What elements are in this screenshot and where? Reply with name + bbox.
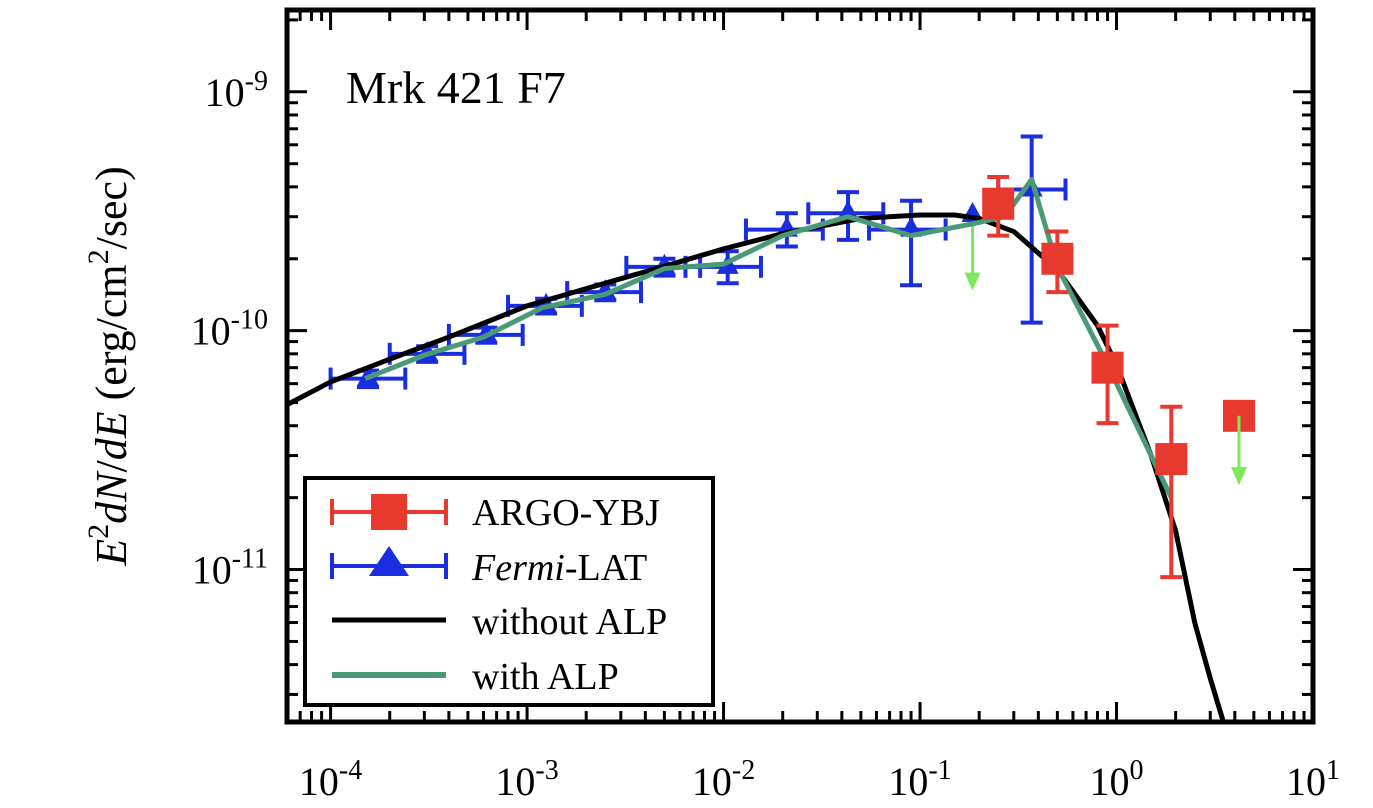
upper-limits bbox=[1222, 399, 1255, 486]
y-tick-label: 10-9 bbox=[205, 66, 268, 115]
model-curves bbox=[285, 176, 1226, 723]
argo-point bbox=[1041, 229, 1074, 295]
with-alp-curve bbox=[364, 176, 1174, 499]
y-tick-labels: 10-11 10-10 10-9 bbox=[191, 66, 268, 593]
argo-upper-limit bbox=[1222, 399, 1255, 486]
legend-label-without-alp: without ALP bbox=[472, 601, 667, 643]
plot-frame bbox=[284, 7, 1316, 725]
without-alp-curve bbox=[285, 212, 1226, 723]
upper-limit-arrowhead bbox=[1230, 467, 1247, 486]
x-tick-labels: 10-4 10-3 10-2 10-1 100 101 bbox=[299, 755, 1340, 804]
chart-annotation: Mrk 421 F7 bbox=[346, 62, 566, 113]
legend-argo-marker bbox=[330, 494, 448, 530]
x-tick-label: 10-1 bbox=[888, 755, 951, 804]
argo-ybj-series bbox=[982, 174, 1188, 580]
x-tick-label: 10-2 bbox=[692, 755, 755, 804]
y-axis-label: E2dN/dE (erg/cm2/sec) bbox=[82, 166, 136, 566]
argo-marker bbox=[1041, 242, 1074, 275]
x-tick-label: 10-4 bbox=[299, 755, 362, 804]
x-tick-label: 101 bbox=[1286, 755, 1340, 804]
argo-marker bbox=[1155, 443, 1188, 476]
legend: ARGO-YBJ Fermi-LAT without ALP with ALP bbox=[303, 476, 715, 707]
argo-marker bbox=[982, 187, 1015, 220]
legend-fermi-marker bbox=[330, 546, 448, 579]
legend-label-with-alp: with ALP bbox=[472, 656, 619, 698]
legend-label-argo: ARGO-YBJ bbox=[472, 492, 660, 534]
x-tick-label: 10-3 bbox=[495, 755, 558, 804]
upper-limit-arrowhead bbox=[964, 272, 981, 291]
argo-marker bbox=[1091, 351, 1124, 384]
argo-point bbox=[982, 174, 1015, 238]
y-tick-label: 10-10 bbox=[191, 305, 268, 354]
fermi-marker bbox=[837, 200, 860, 221]
argo-point bbox=[1091, 323, 1124, 426]
argo-point bbox=[1155, 404, 1188, 580]
legend-label-fermi: Fermi-LAT bbox=[471, 547, 647, 589]
x-tick-label: 100 bbox=[1090, 755, 1144, 804]
y-tick-label: 10-11 bbox=[192, 544, 268, 593]
